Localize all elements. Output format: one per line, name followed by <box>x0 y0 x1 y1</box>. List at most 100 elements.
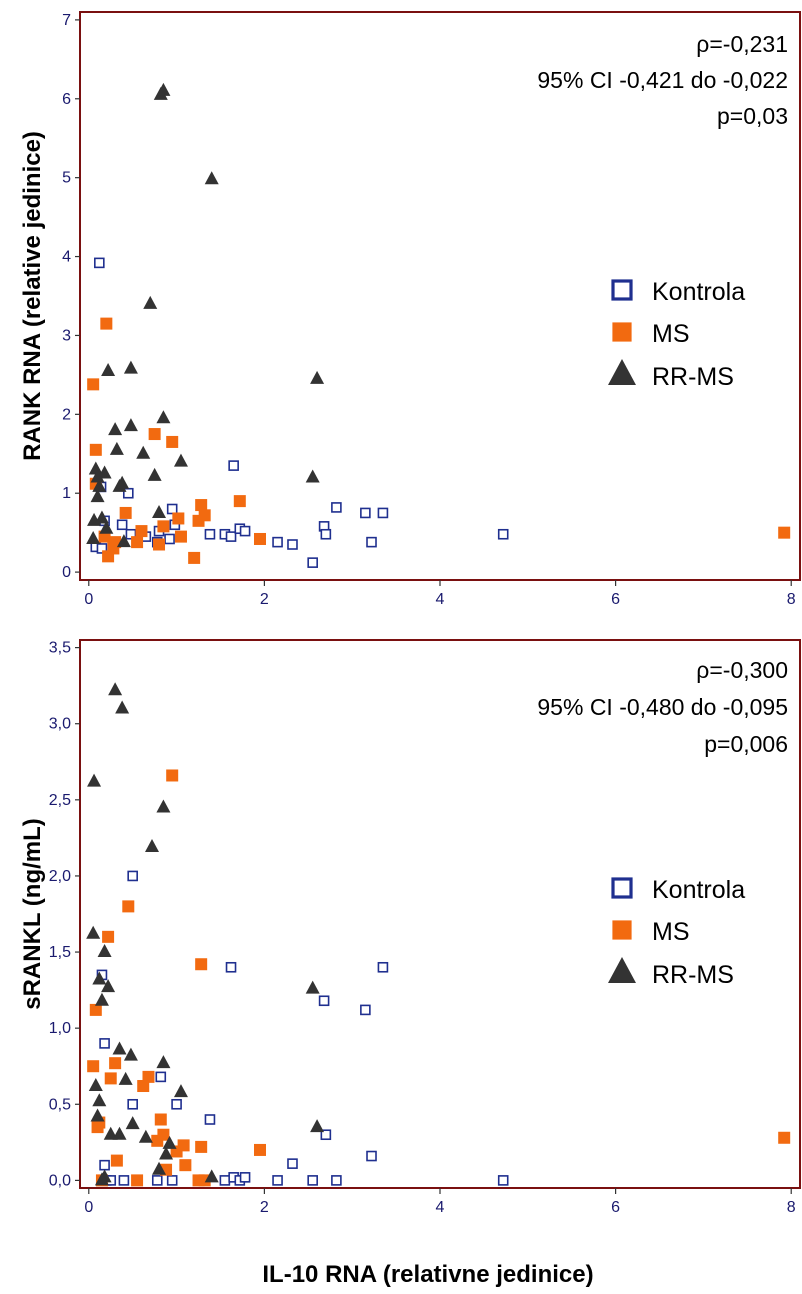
point-kontrola <box>116 519 128 531</box>
point-ms <box>87 1060 100 1073</box>
point-rr-ms <box>97 944 112 958</box>
point-ms <box>104 1072 117 1085</box>
legend-label-kontrola: Kontrola <box>652 876 745 904</box>
point-kontrola <box>360 507 371 519</box>
point-kontrola <box>127 870 138 882</box>
point-ms <box>100 317 113 330</box>
point-ms <box>119 506 132 519</box>
point-rr-ms <box>123 360 138 374</box>
point-ms <box>188 551 201 564</box>
point-rr-ms <box>86 925 101 939</box>
point-kontrola <box>155 1071 167 1083</box>
point-rr-ms <box>90 1108 105 1122</box>
stat-p: p=0,03 <box>717 103 788 129</box>
point-ms <box>110 1154 123 1167</box>
point-kontrola <box>318 995 330 1007</box>
y-tick-label: 0 <box>62 564 71 581</box>
point-ms <box>153 538 166 551</box>
legend-label-ms: MS <box>652 918 690 946</box>
point-kontrola <box>366 1150 377 1162</box>
point-ms <box>174 530 187 543</box>
point-rr-ms <box>156 1055 171 1069</box>
point-ms <box>131 1174 144 1187</box>
point-ms <box>195 958 208 971</box>
y-tick-label: 0,0 <box>49 1172 71 1189</box>
y-tick-label: 2,0 <box>49 868 71 885</box>
x-tick-label: 0 <box>84 1199 93 1216</box>
point-kontrola <box>166 1175 178 1186</box>
point-ms <box>102 930 115 943</box>
point-rr-ms <box>88 461 103 475</box>
point-kontrola <box>287 539 298 550</box>
point-ms <box>109 1057 122 1070</box>
point-ms <box>198 509 211 522</box>
x-tick-label: 8 <box>787 1199 796 1216</box>
point-kontrola <box>331 1175 342 1186</box>
point-kontrola <box>219 1175 231 1186</box>
point-kontrola <box>360 1004 371 1016</box>
point-ms <box>131 536 144 549</box>
point-rr-ms <box>145 839 159 853</box>
legend-label-kontrola: Kontrola <box>652 278 745 306</box>
point-kontrola <box>366 536 377 548</box>
y-tick-label: 4 <box>62 249 71 266</box>
point-rr-ms <box>101 362 116 376</box>
point-ms <box>157 520 170 533</box>
point-rr-ms <box>305 469 320 483</box>
point-rr-ms <box>156 799 171 813</box>
point-ms <box>233 495 246 508</box>
y-axis-label: sRANKL (ng/mL) <box>19 818 46 1010</box>
point-rr-ms <box>310 1119 325 1133</box>
point-ms <box>778 1131 791 1144</box>
y-tick-label: 0,5 <box>49 1096 71 1113</box>
point-ms <box>89 443 102 456</box>
y-tick-label: 1,5 <box>49 944 71 961</box>
point-kontrola <box>99 1038 110 1049</box>
point-rr-ms <box>147 467 162 481</box>
point-kontrola <box>204 528 216 540</box>
legend-marker-rr-ms <box>608 359 636 385</box>
y-tick-label: 3,0 <box>49 716 71 733</box>
point-rr-ms <box>156 410 171 424</box>
point-ms <box>122 900 135 913</box>
point-ms <box>148 428 161 441</box>
point-kontrola <box>151 1175 163 1186</box>
point-kontrola <box>307 557 318 568</box>
legend: Kontrola MS RR-MS <box>608 278 745 391</box>
point-rr-ms <box>136 445 151 459</box>
point-kontrola <box>287 1158 298 1169</box>
point-ms <box>157 1128 170 1141</box>
point-ms <box>195 499 208 512</box>
point-rr-ms <box>143 295 158 309</box>
x-tick-label: 0 <box>84 591 93 608</box>
point-rr-ms <box>92 1093 107 1107</box>
point-rr-ms <box>112 1126 127 1140</box>
point-ms <box>254 1143 266 1156</box>
point-kontrola <box>228 460 239 471</box>
point-rr-ms <box>173 453 188 467</box>
point-ms <box>135 525 148 538</box>
point-ms <box>179 1159 192 1172</box>
legend-label-rr-ms: RR-MS <box>652 961 734 989</box>
x-tick-label: 8 <box>787 591 796 608</box>
stat-ci: 95% CI -0,480 do -0,095 <box>537 694 788 720</box>
stat-rho: ρ=-0,300 <box>696 657 788 683</box>
point-kontrola <box>377 961 389 973</box>
point-ms <box>142 1070 155 1083</box>
point-kontrola <box>166 503 178 515</box>
point-kontrola <box>239 1172 251 1183</box>
y-tick-label: 7 <box>62 12 71 29</box>
point-kontrola <box>94 257 105 269</box>
legend-marker-kontrola <box>611 877 633 899</box>
stat-rho: ρ=-0,231 <box>696 31 788 57</box>
point-ms <box>154 1113 167 1126</box>
legend-marker-ms <box>612 322 632 342</box>
y-tick-label: 3,5 <box>49 640 71 657</box>
point-ms <box>87 378 100 391</box>
point-rr-ms <box>204 171 219 185</box>
point-ms <box>166 769 179 782</box>
point-rr-ms <box>173 1084 188 1098</box>
y-tick-label: 5 <box>62 170 71 187</box>
legend-marker-ms <box>612 920 632 940</box>
